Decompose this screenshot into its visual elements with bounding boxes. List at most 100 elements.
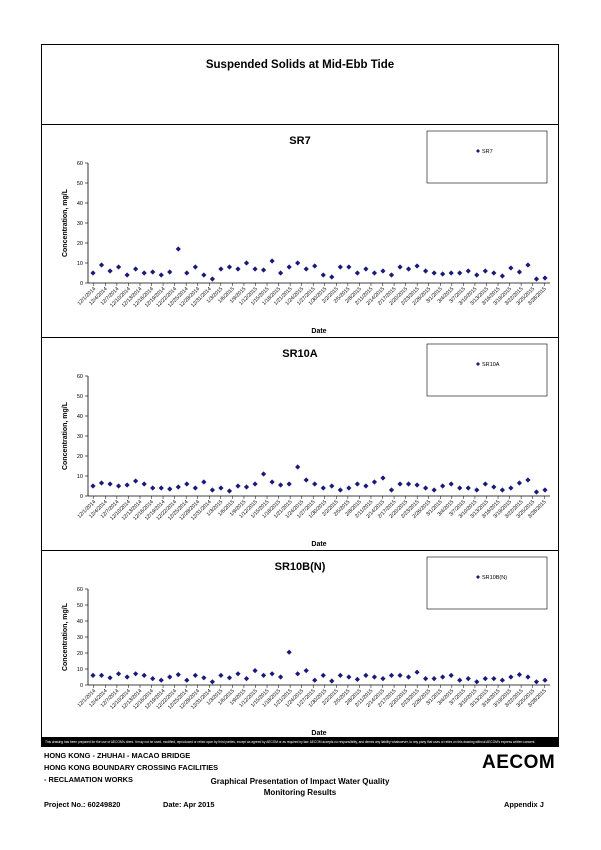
data-point [388, 272, 395, 278]
data-point [278, 674, 284, 680]
data-point [133, 266, 139, 272]
data-point [329, 274, 335, 280]
data-point [175, 246, 181, 252]
data-point [457, 270, 463, 276]
data-point [286, 264, 292, 270]
data-point [499, 487, 505, 493]
legend-label: SR7 [482, 149, 493, 155]
legend-label: SR10B(N) [482, 575, 507, 581]
chart-panel-sr10b: SR10B(N) 0 10 20 30 40 50 60 Concentration, mg/L… [42, 550, 558, 738]
data-point [516, 672, 523, 678]
data-point [303, 477, 309, 483]
data-point [209, 276, 215, 282]
data-point [508, 265, 514, 271]
data-point [218, 672, 224, 678]
data-point [380, 268, 386, 274]
data-point [141, 270, 147, 276]
data-point [269, 479, 275, 485]
data-point [184, 677, 190, 683]
data-point [260, 471, 267, 477]
data-point [371, 479, 378, 485]
data-point [312, 263, 318, 269]
data-point [465, 676, 471, 682]
data-point [533, 489, 540, 495]
data-point [303, 668, 309, 674]
data-point [533, 679, 540, 685]
y-tick-label: 50 [77, 603, 83, 609]
data-point [226, 675, 233, 681]
data-point [431, 676, 437, 682]
data-point [320, 672, 326, 678]
legend-box [426, 343, 548, 397]
data-point [380, 676, 386, 682]
data-point [312, 481, 318, 487]
data-point [158, 485, 164, 491]
y-tick-label: 60 [77, 161, 83, 167]
data-point [414, 482, 420, 488]
data-point [158, 272, 164, 278]
data-point [440, 674, 446, 680]
y-tick-label: 10 [77, 667, 83, 673]
y-tick-label: 30 [77, 434, 83, 440]
data-point [440, 271, 446, 277]
project-line-3: - RECLAMATION WORKS [44, 775, 133, 784]
data-point [388, 672, 395, 678]
y-axis-label: Concentration, mg/L [62, 401, 69, 470]
data-point [363, 672, 369, 678]
y-tick-label: 50 [77, 394, 83, 400]
data-point [491, 484, 497, 490]
data-point [115, 264, 122, 270]
data-point [405, 674, 412, 680]
data-point [474, 679, 480, 685]
data-point [405, 481, 412, 487]
legend-label: SR10A [482, 362, 500, 368]
data-point [371, 674, 378, 680]
data-point [542, 677, 548, 683]
data-point [533, 276, 540, 282]
y-tick-label: 60 [77, 374, 83, 380]
data-point [346, 264, 352, 270]
legend-marker [476, 575, 480, 579]
data-point [388, 487, 395, 493]
data-point [354, 481, 360, 487]
data-point [354, 676, 360, 682]
data-point [269, 671, 275, 677]
data-point [226, 488, 233, 494]
data-point [414, 263, 420, 269]
data-point [252, 266, 258, 272]
data-point [286, 481, 292, 487]
footer-title-line-1: Graphical Presentation of Impact Water Q… [210, 777, 390, 786]
data-point [295, 671, 301, 677]
data-point [329, 483, 335, 489]
data-point [107, 268, 113, 274]
data-point [312, 677, 318, 683]
data-point [482, 481, 488, 487]
data-point [337, 672, 343, 678]
x-axis-label: Date [311, 328, 326, 335]
project-line-1: HONG KONG - ZHUHAI - MACAO BRIDGE [44, 751, 191, 760]
data-point [346, 485, 352, 491]
data-point [542, 275, 548, 281]
data-point [90, 270, 96, 276]
data-point [209, 679, 215, 685]
y-tick-label: 20 [77, 241, 83, 247]
y-tick-label: 40 [77, 201, 83, 207]
data-point [499, 273, 505, 279]
data-point [448, 672, 454, 678]
page-title: Suspended Solids at Mid-Ebb Tide [205, 59, 395, 71]
project-number: Project No.: 60249820 [44, 800, 121, 809]
data-point [457, 677, 463, 683]
y-tick-label: 20 [77, 651, 83, 657]
chart-panel-sr10a: SR10A 0 10 20 30 40 50 60 Concentration, mg/L 12/… [42, 337, 558, 550]
data-point [423, 676, 429, 682]
chart-title: SR7 [289, 135, 310, 147]
data-point [209, 487, 215, 493]
data-point [363, 483, 369, 489]
data-point [380, 475, 386, 481]
data-point [397, 481, 403, 487]
data-point [525, 674, 531, 680]
data-point [133, 671, 139, 677]
y-tick-label: 30 [77, 635, 83, 641]
